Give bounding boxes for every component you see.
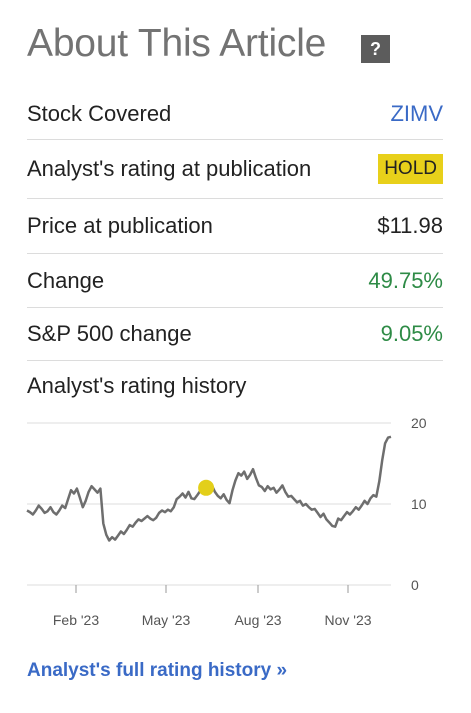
sp500-change-value: 9.05% [380,321,443,346]
price-at-publication-label: Price at publication [27,213,213,238]
hold-rating-badge: HOLD [378,154,443,184]
rating-at-publication-row: Analyst's rating at publication HOLD [27,140,443,199]
stock-covered-row: Stock Covered ZIMV [27,88,443,140]
stock-covered-label: Stock Covered [27,100,172,126]
chart-ticks: 20 10 0 Feb '23 May '23 Aug '23 Nov '23 [53,415,427,628]
stock-ticker-link[interactable]: ZIMV [390,100,443,126]
change-value: 49.75% [368,267,443,293]
page-title: About This Article [27,22,327,65]
price-at-publication-value: $11.98 [377,213,443,238]
x-tick-label: Feb '23 [53,612,99,628]
y-tick-label: 10 [411,496,427,512]
rating-at-publication-label: Analyst's rating at publication [27,156,312,181]
chart-grid [27,422,391,593]
y-tick-label: 0 [411,577,419,593]
rating-history-label: Analyst's rating history [27,373,247,398]
x-tick-label: May '23 [142,612,191,628]
hold-rating-marker [198,479,215,496]
change-row: Change 49.75% [27,254,443,308]
full-rating-history-link[interactable]: Analyst's full rating history » [27,660,288,681]
x-tick-label: Aug '23 [234,612,281,628]
sp500-change-row: S&P 500 change 9.05% [27,308,443,361]
chart-markers [198,479,215,496]
rating-history-chart: 20 10 0 Feb '23 May '23 Aug '23 Nov '23 [26,415,427,628]
sp500-change-label: S&P 500 change [27,321,192,346]
y-tick-label: 20 [411,415,427,431]
x-tick-label: Nov '23 [324,612,371,628]
change-label: Change [27,267,105,293]
price-at-publication-row: Price at publication $11.98 [27,199,443,254]
help-icon[interactable]: ? [361,35,390,63]
